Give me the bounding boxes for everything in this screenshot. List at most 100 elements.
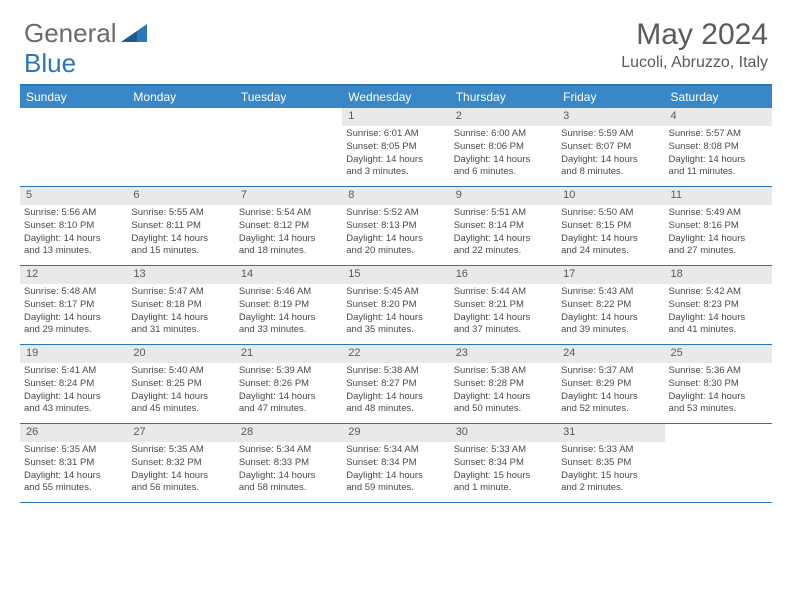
- day-detail: Sunrise: 5:59 AM: [561, 128, 660, 140]
- day-detail: Sunset: 8:06 PM: [454, 141, 553, 153]
- day-detail: Daylight: 14 hours: [561, 154, 660, 166]
- day-detail: Sunset: 8:23 PM: [669, 299, 768, 311]
- day-detail: and 58 minutes.: [239, 482, 338, 494]
- day-detail: Daylight: 14 hours: [454, 312, 553, 324]
- day-number: 1: [342, 108, 449, 126]
- day-number: 29: [342, 424, 449, 442]
- weeks-container: 1Sunrise: 6:01 AMSunset: 8:05 PMDaylight…: [20, 108, 772, 503]
- day-cell: 16Sunrise: 5:44 AMSunset: 8:21 PMDayligh…: [450, 266, 557, 344]
- day-detail: Sunset: 8:12 PM: [239, 220, 338, 232]
- day-cell: 28Sunrise: 5:34 AMSunset: 8:33 PMDayligh…: [235, 424, 342, 502]
- day-detail: Daylight: 14 hours: [346, 154, 445, 166]
- day-cell: 1Sunrise: 6:01 AMSunset: 8:05 PMDaylight…: [342, 108, 449, 186]
- day-cell: 14Sunrise: 5:46 AMSunset: 8:19 PMDayligh…: [235, 266, 342, 344]
- day-detail: and 35 minutes.: [346, 324, 445, 336]
- day-detail: Daylight: 15 hours: [454, 470, 553, 482]
- day-detail: and 8 minutes.: [561, 166, 660, 178]
- day-cell: 25Sunrise: 5:36 AMSunset: 8:30 PMDayligh…: [665, 345, 772, 423]
- day-cell: 12Sunrise: 5:48 AMSunset: 8:17 PMDayligh…: [20, 266, 127, 344]
- day-detail: and 45 minutes.: [131, 403, 230, 415]
- day-detail: Sunset: 8:20 PM: [346, 299, 445, 311]
- day-cell: 13Sunrise: 5:47 AMSunset: 8:18 PMDayligh…: [127, 266, 234, 344]
- day-cell: [235, 108, 342, 186]
- day-number: 24: [557, 345, 664, 363]
- day-detail: Sunrise: 5:50 AM: [561, 207, 660, 219]
- day-detail: Sunrise: 5:37 AM: [561, 365, 660, 377]
- day-detail: Sunrise: 5:36 AM: [669, 365, 768, 377]
- day-detail: Sunrise: 5:54 AM: [239, 207, 338, 219]
- day-cell: 2Sunrise: 6:00 AMSunset: 8:06 PMDaylight…: [450, 108, 557, 186]
- day-number: 16: [450, 266, 557, 284]
- day-cell: 15Sunrise: 5:45 AMSunset: 8:20 PMDayligh…: [342, 266, 449, 344]
- day-detail: Daylight: 14 hours: [669, 233, 768, 245]
- day-detail: and 18 minutes.: [239, 245, 338, 257]
- day-cell: 23Sunrise: 5:38 AMSunset: 8:28 PMDayligh…: [450, 345, 557, 423]
- day-detail: Daylight: 14 hours: [346, 312, 445, 324]
- day-number: 12: [20, 266, 127, 284]
- day-detail: Sunset: 8:07 PM: [561, 141, 660, 153]
- day-detail: Daylight: 14 hours: [131, 233, 230, 245]
- day-number: 28: [235, 424, 342, 442]
- day-number: 13: [127, 266, 234, 284]
- day-detail: Sunrise: 5:48 AM: [24, 286, 123, 298]
- day-cell: 8Sunrise: 5:52 AMSunset: 8:13 PMDaylight…: [342, 187, 449, 265]
- day-detail: Sunrise: 5:52 AM: [346, 207, 445, 219]
- day-detail: and 20 minutes.: [346, 245, 445, 257]
- day-detail: Daylight: 14 hours: [24, 312, 123, 324]
- day-detail: Sunset: 8:15 PM: [561, 220, 660, 232]
- day-number: 30: [450, 424, 557, 442]
- day-detail: Sunrise: 5:43 AM: [561, 286, 660, 298]
- week-row: 19Sunrise: 5:41 AMSunset: 8:24 PMDayligh…: [20, 345, 772, 424]
- day-number: 17: [557, 266, 664, 284]
- day-number: 14: [235, 266, 342, 284]
- day-detail: Sunset: 8:19 PM: [239, 299, 338, 311]
- day-cell: [127, 108, 234, 186]
- day-number: 11: [665, 187, 772, 205]
- day-number: 8: [342, 187, 449, 205]
- day-detail: Daylight: 14 hours: [346, 470, 445, 482]
- day-detail: Sunrise: 5:44 AM: [454, 286, 553, 298]
- day-detail: Daylight: 14 hours: [239, 470, 338, 482]
- day-detail: Sunrise: 5:39 AM: [239, 365, 338, 377]
- day-detail: Sunset: 8:14 PM: [454, 220, 553, 232]
- day-detail: Sunrise: 6:00 AM: [454, 128, 553, 140]
- day-detail: Sunset: 8:18 PM: [131, 299, 230, 311]
- day-number: 23: [450, 345, 557, 363]
- day-cell: 18Sunrise: 5:42 AMSunset: 8:23 PMDayligh…: [665, 266, 772, 344]
- day-number: 15: [342, 266, 449, 284]
- day-detail: Daylight: 14 hours: [346, 391, 445, 403]
- day-cell: 4Sunrise: 5:57 AMSunset: 8:08 PMDaylight…: [665, 108, 772, 186]
- day-detail: Daylight: 14 hours: [454, 391, 553, 403]
- day-detail: Sunrise: 5:49 AM: [669, 207, 768, 219]
- weekday-cell: Wednesday: [342, 86, 449, 108]
- day-detail: Sunset: 8:33 PM: [239, 457, 338, 469]
- day-detail: Daylight: 14 hours: [131, 470, 230, 482]
- day-cell: 20Sunrise: 5:40 AMSunset: 8:25 PMDayligh…: [127, 345, 234, 423]
- day-detail: and 31 minutes.: [131, 324, 230, 336]
- title-block: May 2024 Lucoli, Abruzzo, Italy: [621, 18, 768, 72]
- day-cell: 27 Sunrise: 5:35 AMSunset: 8:32 PMDayligh…: [127, 424, 234, 502]
- day-detail: Daylight: 14 hours: [669, 391, 768, 403]
- day-detail: and 33 minutes.: [239, 324, 338, 336]
- day-detail: Sunset: 8:32 PM: [131, 457, 230, 469]
- day-detail: Sunset: 8:34 PM: [454, 457, 553, 469]
- weekday-cell: Saturday: [665, 86, 772, 108]
- day-number: 7: [235, 187, 342, 205]
- day-detail: and 52 minutes.: [561, 403, 660, 415]
- week-row: 12Sunrise: 5:48 AMSunset: 8:17 PMDayligh…: [20, 266, 772, 345]
- day-detail: Sunset: 8:08 PM: [669, 141, 768, 153]
- calendar: SundayMondayTuesdayWednesdayThursdayFrid…: [20, 84, 772, 503]
- day-number: 6: [127, 187, 234, 205]
- day-detail: Daylight: 14 hours: [561, 312, 660, 324]
- day-cell: 5Sunrise: 5:56 AMSunset: 8:10 PMDaylight…: [20, 187, 127, 265]
- day-cell: 31Sunrise: 5:33 AMSunset: 8:35 PMDayligh…: [557, 424, 664, 502]
- day-detail: Sunset: 8:26 PM: [239, 378, 338, 390]
- week-row: 1Sunrise: 6:01 AMSunset: 8:05 PMDaylight…: [20, 108, 772, 187]
- day-number: 22: [342, 345, 449, 363]
- day-detail: Sunset: 8:05 PM: [346, 141, 445, 153]
- day-detail: Sunset: 8:13 PM: [346, 220, 445, 232]
- day-number: 27: [127, 424, 234, 442]
- day-number: 4: [665, 108, 772, 126]
- day-detail: Sunrise: 5:35 AM: [131, 444, 230, 456]
- day-number: 5: [20, 187, 127, 205]
